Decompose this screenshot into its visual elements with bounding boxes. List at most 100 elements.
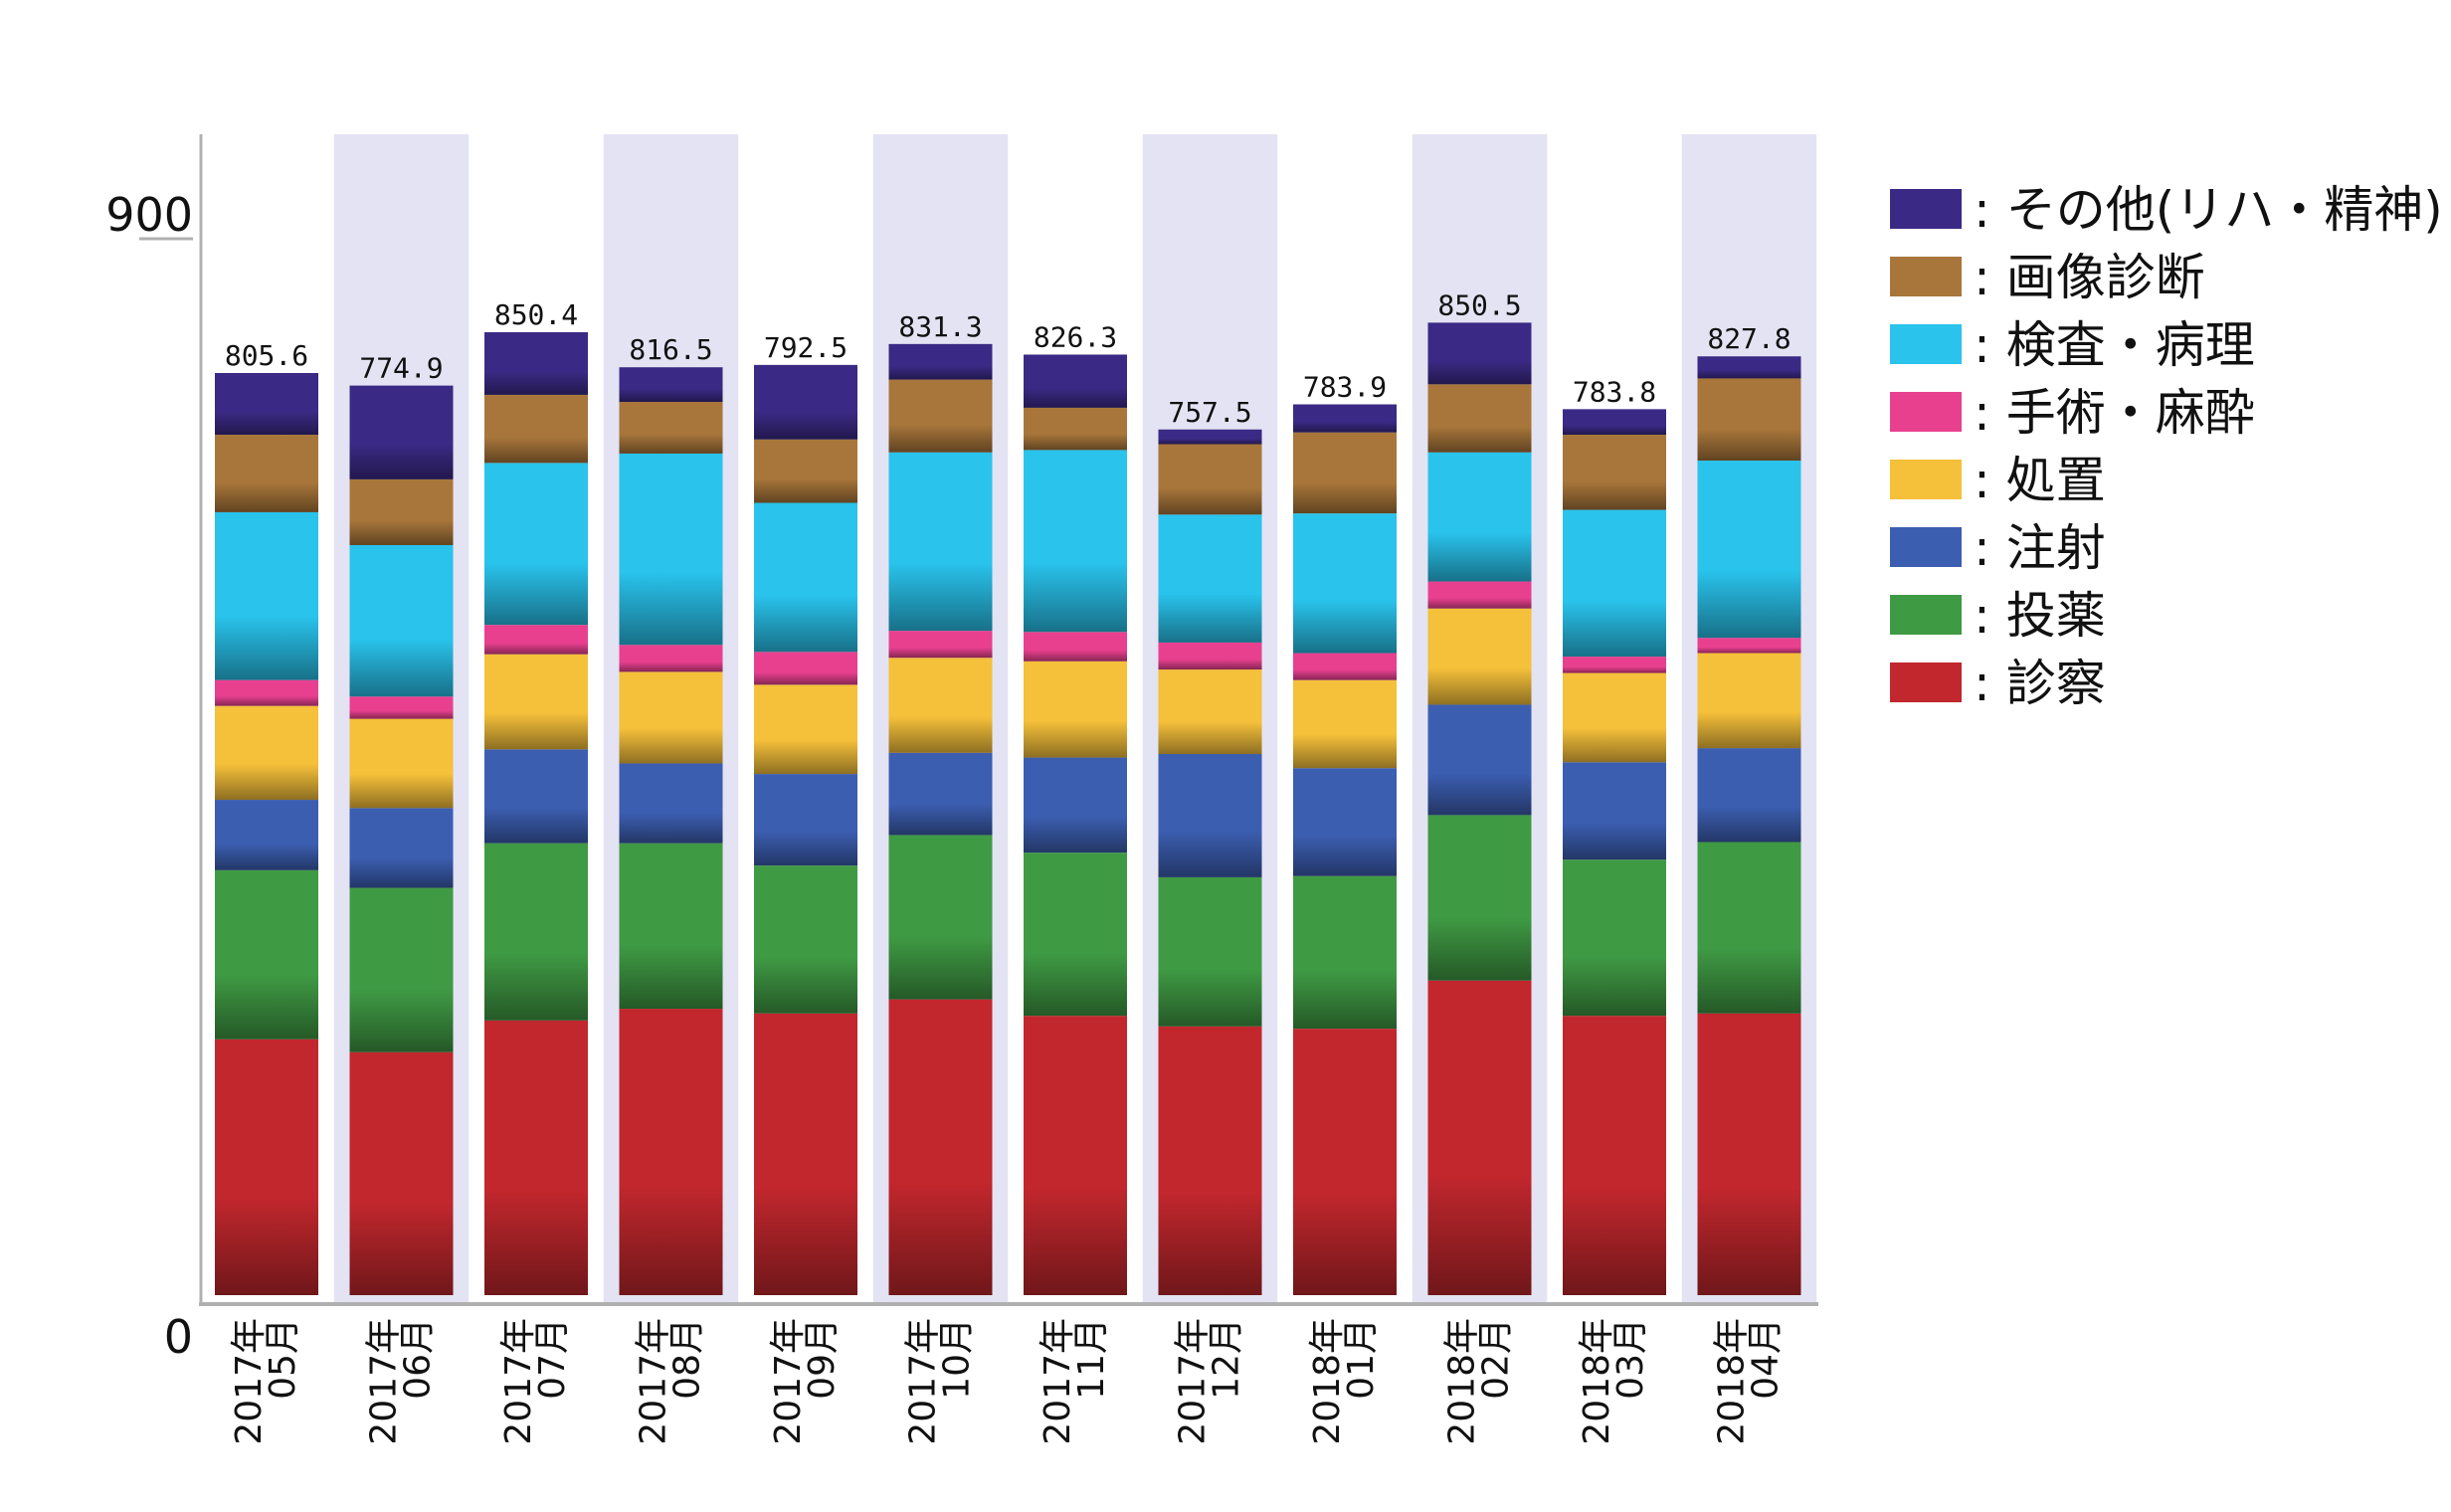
bar-segment [1697,653,1801,749]
y-tick-0: 0 [164,1310,193,1364]
bar-segment [1024,407,1127,451]
bar-segment [1158,642,1262,670]
legend: : その他(リハ・精神): 画像診断: 検査・病理: 手術・麻酔: 処置: 注射… [1890,181,2443,712]
bar-segment [754,652,857,685]
bar-segment [888,999,993,1295]
total-label: 827.8 [1707,322,1791,355]
bar-segment [1293,513,1397,654]
x-tick-label: 2017年08月 [634,1318,708,1445]
bar-segment [1158,514,1262,643]
bar-segment [1293,1029,1397,1295]
bar-segment [619,402,723,454]
legend-swatch [1890,662,1962,702]
bar-segment [484,1020,588,1295]
legend-label: : 手術・麻酔 [1974,384,2255,442]
bar-segment [1697,748,1801,843]
total-label: 850.4 [494,298,578,331]
bar-segment [349,385,454,479]
bar-segment [1024,1016,1127,1295]
bar-segment [888,752,993,836]
bar-segment [215,372,318,436]
bar-segment [1024,450,1127,633]
bar-segment [215,800,318,870]
bar-segment [484,749,588,844]
total-label: 816.5 [629,333,712,366]
bar-segment [1697,1013,1801,1295]
bar-segment [1697,638,1801,654]
legend-label: : その他(リハ・精神) [1974,181,2443,239]
bar-segment [1024,661,1127,758]
bar-segment [619,671,723,764]
legend-swatch [1890,527,1962,567]
bar-segment [1563,409,1666,436]
total-label: 774.9 [359,352,443,385]
legend-swatch [1890,392,1962,432]
bar-segment [1563,435,1666,510]
x-tick-label: 2017年12月 [1173,1318,1247,1445]
total-label: 783.8 [1573,375,1656,408]
bar-segment [349,1051,454,1295]
x-tick-label: 2017年10月 [903,1318,978,1445]
legend-label: : 投薬 [1974,587,2106,645]
bar-segment [1427,384,1532,453]
bar-segment [1293,679,1397,769]
bar-segment [349,544,454,697]
bar-segment [888,343,993,380]
legend-label: : 検査・病理 [1974,316,2255,374]
bar-segment [484,463,588,626]
bar-segment [1158,669,1262,755]
bar-segment [754,684,857,775]
bar-segment [1427,452,1532,582]
bar-segment [888,658,993,753]
bar-segment [754,865,857,1014]
bar-segment [349,478,454,545]
bar-segment [754,502,857,653]
bar-segment [1158,876,1262,1027]
bar-segment [349,887,454,1052]
bar-segment [1293,875,1397,1030]
bar-segment [215,511,318,680]
bar-segment [1427,581,1532,609]
bars-group [215,322,1801,1295]
bar-segment [1563,1016,1666,1295]
bar-segment [754,364,857,440]
total-label: 783.9 [1303,370,1387,403]
legend-swatch [1890,189,1962,229]
total-label: 792.5 [764,331,848,364]
legend-swatch [1890,257,1962,296]
x-tick-label: 2018年03月 [1577,1318,1651,1445]
total-label: 805.6 [225,339,308,372]
bar-segment [1697,356,1801,379]
legend-label: : 診察 [1974,655,2106,712]
x-tick-label: 2017年05月 [229,1318,303,1445]
bar-segment [215,679,318,706]
bar-segment [754,1013,857,1295]
y-tick-900: 900 [105,188,193,242]
x-tick-label: 2018年04月 [1712,1318,1787,1445]
bar-segment [215,1039,318,1295]
bar-segment [754,439,857,503]
bar-segment [1024,757,1127,853]
bar-segment [888,379,993,453]
bar-segment [619,1009,723,1295]
bar-segment [1427,815,1532,981]
bar-segment [1293,432,1397,514]
bar-segment [215,869,318,1040]
bar-segment [619,645,723,672]
bar-segment [1293,653,1397,680]
bar-segment [349,808,454,888]
x-tick-label: 2017年07月 [498,1318,573,1445]
bar-segment [1158,1026,1262,1295]
bar-segment [349,696,454,719]
x-tick-label: 2017年09月 [768,1318,843,1445]
bar-segment [1563,762,1666,860]
bar-segment [1697,378,1801,462]
bar-segment [1158,429,1262,445]
bar-segment [1024,632,1127,662]
bar-segment [484,654,588,750]
bar-segment [619,367,723,403]
bar-segment [349,718,454,809]
x-tick-label: 2018年01月 [1307,1318,1382,1445]
bar-segment [1293,404,1397,433]
